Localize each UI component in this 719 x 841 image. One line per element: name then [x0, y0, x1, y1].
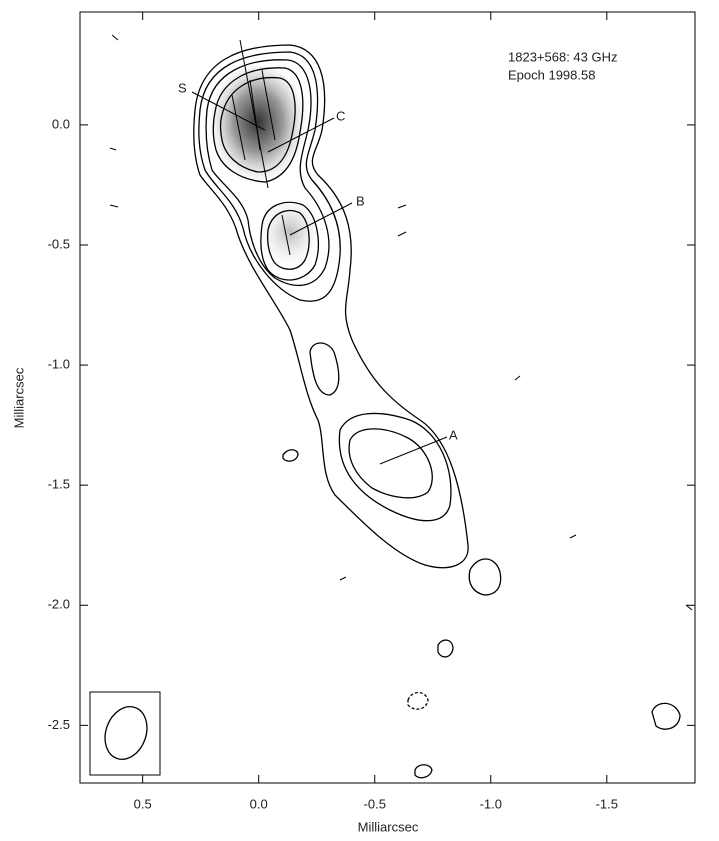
y-tick-label: 0.0 — [52, 116, 70, 131]
component-label: A — [449, 427, 458, 442]
beam — [98, 701, 154, 765]
polarization-vectors — [110, 35, 692, 610]
annotation: 1823+568: 43 GHz — [508, 49, 618, 64]
contour — [349, 429, 432, 498]
contour — [469, 559, 500, 595]
plot-frame — [80, 12, 695, 783]
contour — [283, 450, 298, 461]
x-tick-label: 0.0 — [250, 796, 268, 811]
y-tick-label: -0.5 — [48, 236, 70, 251]
component-label: S — [178, 80, 187, 95]
y-tick-label: -1.0 — [48, 357, 70, 372]
contour — [438, 640, 453, 657]
x-tick-label: -0.5 — [364, 796, 386, 811]
contour — [415, 765, 432, 778]
contour-map — [110, 35, 692, 778]
x-tick-label: 0.5 — [134, 796, 152, 811]
contour — [339, 413, 451, 520]
y-tick-label: -2.0 — [48, 597, 70, 612]
beam-box — [90, 692, 160, 775]
y-tick-label: -1.5 — [48, 477, 70, 492]
x-tick-label: -1.0 — [480, 796, 502, 811]
component-label: B — [356, 193, 365, 208]
x-tick-label: -1.5 — [596, 796, 618, 811]
component-label: C — [336, 108, 345, 123]
x-axis-label: Milliarcsec — [358, 819, 419, 834]
y-tick-label: -2.5 — [48, 717, 70, 732]
contour — [652, 703, 680, 729]
y-axis-label: Milliarcsec — [11, 367, 26, 428]
contour — [408, 693, 428, 710]
annotation: Epoch 1998.58 — [508, 67, 595, 82]
chart: S C B A 1823+568: 43 GHz Epoch 1998.58 M… — [0, 0, 719, 841]
contour — [310, 343, 339, 395]
